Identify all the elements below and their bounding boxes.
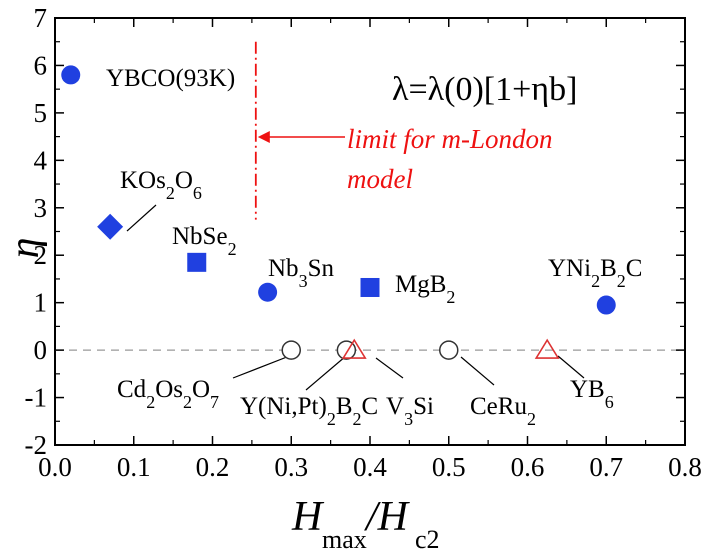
label-text: Cd — [117, 376, 147, 403]
y-tick-label: 7 — [34, 3, 48, 33]
label-text: Sn — [308, 255, 335, 282]
x-tick-label: 0.2 — [196, 452, 230, 482]
point-labels-layer: YBCO(93K)KOs2O6NbSe2Nb3SnMgB2YNi2B2CCd2O… — [106, 65, 642, 429]
leader-line — [305, 355, 347, 391]
point-nbse2 — [187, 252, 207, 272]
label-yni2b2c: YNi2B2C — [548, 255, 642, 291]
point-yni2b2c — [596, 295, 616, 315]
leader-line — [375, 357, 404, 379]
limit-layer — [254, 41, 345, 220]
point-v3si — [341, 338, 367, 359]
x-axis-title-denominator-sub: c2 — [415, 525, 440, 554]
leader-line — [460, 356, 495, 386]
x-tick-label: 0.4 — [353, 452, 387, 482]
y-axis-title: η — [2, 238, 48, 259]
label-subscript: 2 — [591, 271, 600, 291]
label-text: Os — [155, 376, 183, 403]
label-text: V — [386, 393, 404, 420]
label-mgb2: MgB2 — [395, 271, 455, 307]
limit-arrow-head — [257, 131, 270, 143]
leader-line — [126, 204, 157, 232]
x-axis-title-main: H — [291, 494, 325, 540]
label-subscript: 2 — [183, 392, 192, 412]
label-kos2o6: KOs2O6 — [120, 167, 202, 203]
leader-line — [557, 355, 585, 379]
y-tick-label: 0 — [34, 335, 48, 365]
x-tick-label: 0.6 — [511, 452, 545, 482]
label-text: O — [192, 376, 210, 403]
tick-layer: 0.0 0.1 0.2 0.3 0.4 0.5 0.6 0.7 0.8 -2 -1 0 1 2 3 4 5 6 7 — [25, 3, 702, 482]
x-axis-title: H max /H c2 — [291, 494, 440, 554]
label-text: YBCO(93K) — [106, 65, 235, 92]
point-kos2o6 — [97, 213, 124, 240]
x-tick-label: 0.7 — [589, 452, 623, 482]
label-subscript: 6 — [193, 183, 202, 203]
y-tick-label: 4 — [34, 145, 48, 175]
y-tick-label: 5 — [34, 98, 48, 128]
label-text: KOs — [120, 167, 166, 194]
label-text: C — [362, 393, 379, 420]
leader-line — [232, 354, 293, 379]
label-subscript: 7 — [210, 392, 219, 412]
label-subscript: 2 — [228, 239, 237, 259]
label-text: C — [626, 255, 643, 282]
y-tick-label: 1 — [34, 288, 48, 318]
label-text: Y(Ni,Pt) — [240, 393, 327, 420]
y-tick-label: -2 — [25, 430, 48, 460]
x-tick-label: 0.1 — [117, 452, 151, 482]
label-subscript: 3 — [404, 409, 413, 429]
x-tick-label: 0.8 — [668, 452, 702, 482]
label-subscript: 2 — [166, 183, 175, 203]
label-nb3sn: Nb3Sn — [268, 255, 334, 291]
label-text: MgB — [395, 271, 446, 298]
points-layer — [61, 65, 616, 360]
point-mgb2 — [360, 277, 380, 297]
label-text: YB — [570, 376, 605, 403]
point-ceru2 — [439, 340, 459, 360]
label-text: B — [336, 393, 353, 420]
label-ybco-93k-: YBCO(93K) — [106, 65, 235, 92]
x-axis-title-denominator: /H — [364, 494, 411, 540]
label-text: Si — [413, 393, 434, 420]
x-axis-title-main-sub: max — [322, 525, 367, 554]
point-cd2os2o7 — [281, 340, 301, 360]
limit-annotation-line2: model — [347, 164, 413, 194]
label-subscript: 2 — [146, 392, 155, 412]
label-v3si: V3Si — [386, 393, 434, 429]
leader-lines-layer — [126, 204, 585, 391]
y-tick-label: 6 — [34, 50, 48, 80]
point-yb6 — [534, 338, 560, 359]
label-subscript: 3 — [299, 271, 308, 291]
point-ybco-93k- — [61, 65, 81, 85]
y-tick-label: -1 — [25, 383, 48, 413]
label-subscript: 2 — [527, 409, 536, 429]
label-cd2os2o7: Cd2Os2O7 — [117, 376, 219, 412]
label-text: O — [175, 167, 193, 194]
label-subscript: 2 — [353, 409, 362, 429]
label-subscript: 2 — [617, 271, 626, 291]
label-subscript: 2 — [327, 409, 336, 429]
label-text: CeRu — [470, 393, 527, 420]
x-tick-label: 0.3 — [274, 452, 308, 482]
y-tick-label: 3 — [34, 193, 48, 223]
label-y-ni-pt-2b2c: Y(Ni,Pt)2B2C — [240, 393, 378, 429]
label-text: NbSe — [172, 223, 228, 250]
label-nbse2: NbSe2 — [172, 223, 237, 259]
label-subscript: 2 — [446, 287, 455, 307]
x-tick-label: 0.5 — [432, 452, 466, 482]
label-subscript: 6 — [605, 392, 614, 412]
formula-annotation: λ=λ(0)[1+ηb] — [392, 71, 577, 108]
y-tick-label: 2 — [34, 240, 48, 270]
x-tick-label: 0.0 — [38, 452, 72, 482]
label-text: B — [600, 255, 617, 282]
label-ceru2: CeRu2 — [470, 393, 536, 429]
limit-annotation-line1: limit for m-London — [347, 124, 553, 154]
label-text: Nb — [268, 255, 299, 282]
point-nb3sn — [258, 282, 278, 302]
label-yb6: YB6 — [570, 376, 614, 412]
label-text: YNi — [548, 255, 591, 282]
